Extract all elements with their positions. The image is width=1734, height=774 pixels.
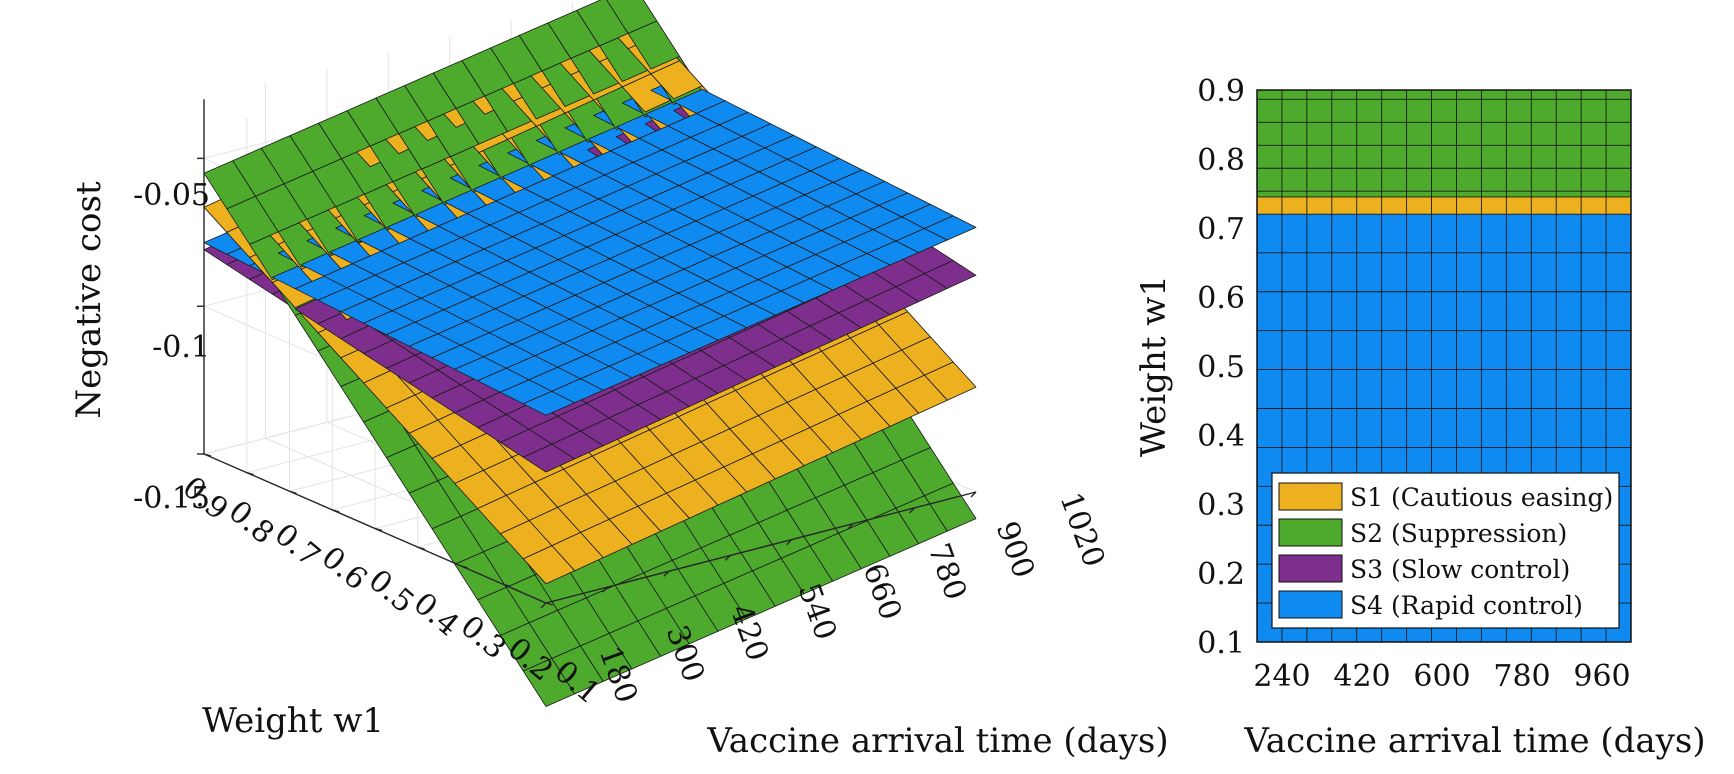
legend-entry: S1 (Cautious easing) xyxy=(1278,482,1613,512)
legend-swatch xyxy=(1278,554,1343,583)
x-tick-mark xyxy=(786,539,793,546)
surface-patch xyxy=(576,0,629,47)
legend: S1 (Cautious easing) S2 (Suppression) S3… xyxy=(1271,472,1620,629)
surface-x-axis-label: Vaccine arrival time (days) xyxy=(706,721,1168,761)
surface-plot-surfaces xyxy=(203,0,977,707)
y-tick-mark xyxy=(374,527,383,532)
map-x-tick-label: 780 xyxy=(1493,659,1550,694)
surface-patch xyxy=(924,260,977,289)
surface-plot: -0.05 -0.1 -0.15 180 300 420 540 660 780… xyxy=(69,0,1169,761)
x-tick-mark xyxy=(970,491,977,498)
x-tick-label: 660 xyxy=(856,559,908,625)
map-y-tick-label: 0.1 xyxy=(1197,626,1245,661)
surface-patch xyxy=(924,215,977,241)
x-tick-label: 1020 xyxy=(1052,488,1111,572)
map-y-tick-label: 0.2 xyxy=(1197,557,1245,592)
strategy-band xyxy=(1257,90,1631,197)
legend-label: S3 (Slow control) xyxy=(1350,555,1570,584)
legend-label: S2 (Suppression) xyxy=(1350,519,1567,548)
map-y-tick-label: 0.4 xyxy=(1197,419,1245,454)
surface-y-axis-label: Weight w1 xyxy=(202,701,384,741)
map-x-tick-label: 240 xyxy=(1253,659,1310,694)
legend-label: S4 (Rapid control) xyxy=(1350,591,1583,620)
y-tick-mark xyxy=(246,471,254,476)
map-x-tick-label: 600 xyxy=(1413,659,1470,694)
map-y-axis-label: Weight w1 xyxy=(1134,275,1174,457)
x-tick-mark xyxy=(540,602,547,609)
strategy-band xyxy=(1257,196,1631,215)
map-y-ticks: 0.9 0.8 0.7 0.6 0.5 0.4 0.3 0.2 0.1 xyxy=(1197,74,1245,661)
surface-z-axis-label: Negative cost xyxy=(69,181,109,419)
map-y-tick-label: 0.8 xyxy=(1197,143,1245,178)
legend-swatch xyxy=(1278,518,1343,547)
surface-z-ticks: -0.05 -0.1 -0.15 xyxy=(133,178,210,516)
surface-plot-axes xyxy=(197,99,977,609)
x-tick-label: 900 xyxy=(989,517,1041,583)
map-x-tick-label: 960 xyxy=(1573,659,1630,694)
map-y-tick-label: 0.5 xyxy=(1197,350,1245,385)
y-tick-mark xyxy=(460,565,468,569)
z-tick-label: -0.15 xyxy=(133,481,210,516)
legend-entry: S2 (Suppression) xyxy=(1278,518,1567,548)
x-axis-line xyxy=(545,491,977,604)
map-y-tick-label: 0.9 xyxy=(1197,74,1245,109)
x-tick-label: 540 xyxy=(791,579,843,645)
x-tick-mark xyxy=(909,507,916,514)
surface-patch xyxy=(606,0,658,34)
x-tick-label: 780 xyxy=(921,539,973,605)
legend-entry: S4 (Rapid control) xyxy=(1278,590,1583,620)
y-tick-mark xyxy=(203,453,212,457)
y-tick-mark xyxy=(332,509,340,513)
map-y-tick-label: 0.7 xyxy=(1197,212,1245,247)
strategy-map-frame xyxy=(1256,89,1632,643)
legend-label: S1 (Cautious easing) xyxy=(1350,483,1613,512)
z-tick-label: -0.1 xyxy=(152,330,210,365)
map-y-tick-label: 0.3 xyxy=(1197,488,1245,523)
y-tick-mark xyxy=(545,602,554,606)
y-tick-mark xyxy=(417,546,425,550)
legend-swatch xyxy=(1278,590,1343,619)
x-tick-mark xyxy=(847,523,854,530)
map-x-tick-label: 420 xyxy=(1333,659,1390,694)
x-tick-mark xyxy=(663,570,670,577)
map-y-tick-label: 0.6 xyxy=(1197,281,1245,316)
strategy-map: 0.9 0.8 0.7 0.6 0.5 0.4 0.3 0.2 0.1 240 … xyxy=(1134,74,1706,761)
map-x-axis-label: Vaccine arrival time (days) xyxy=(1243,721,1705,761)
y-tick-mark xyxy=(289,490,297,494)
y-tick-mark xyxy=(503,583,511,588)
map-x-ticks: 240 420 600 780 960 xyxy=(1253,659,1630,694)
legend-swatch xyxy=(1278,482,1343,511)
x-tick-mark xyxy=(724,554,731,561)
legend-entry: S3 (Slow control) xyxy=(1278,554,1570,584)
z-tick-label: -0.05 xyxy=(133,178,210,213)
x-tick-mark xyxy=(601,586,608,593)
